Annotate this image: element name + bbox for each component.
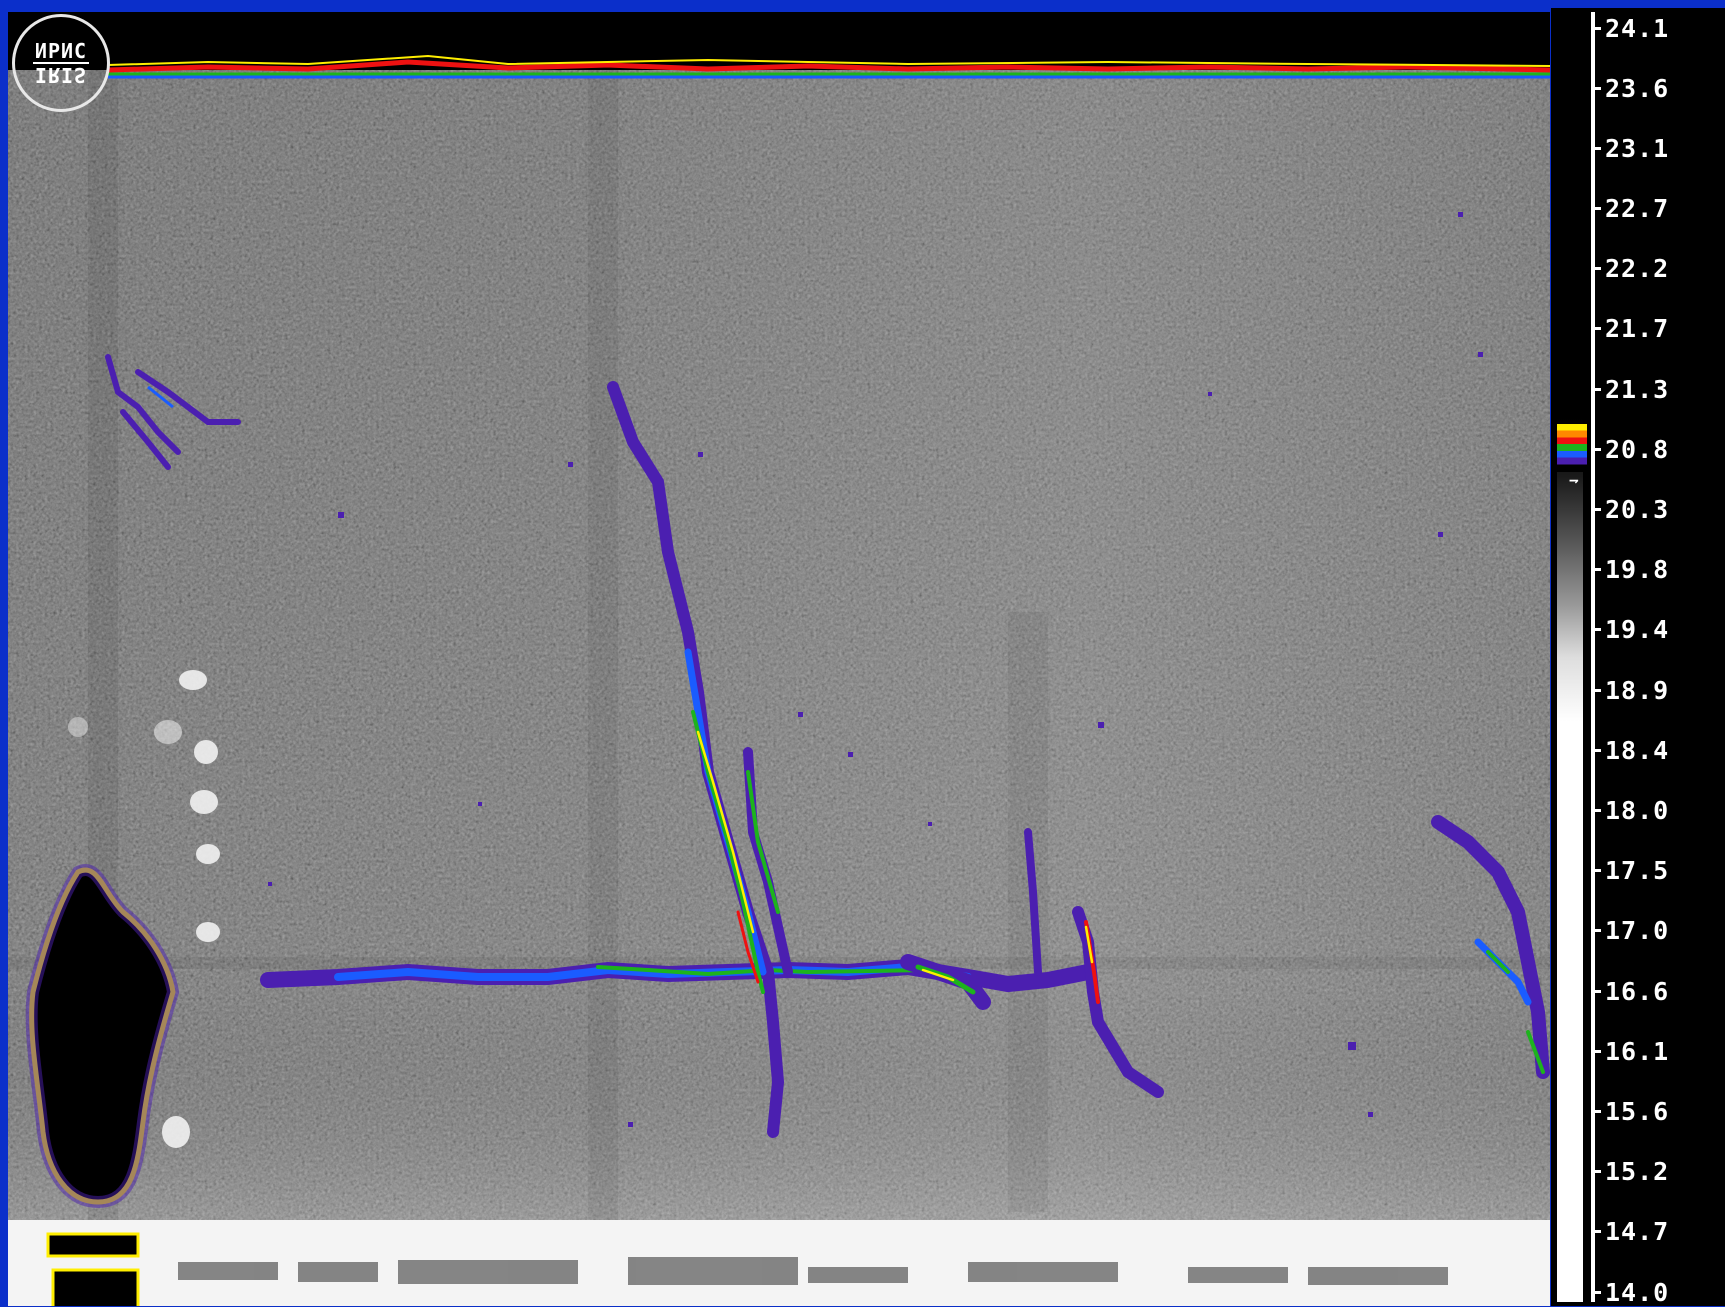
scale-tick-label: 23.6 <box>1605 73 1670 103</box>
scale-tick: 21.3 <box>1591 374 1669 404</box>
scale-tick-dash <box>1591 387 1601 391</box>
scale-tick: 21.7 <box>1591 314 1669 344</box>
scale-tick: 24.1 <box>1591 13 1669 43</box>
scale-tick-dash <box>1591 146 1601 150</box>
scale-tick: 14.7 <box>1591 1217 1669 1247</box>
scale-tick-label: 21.7 <box>1605 314 1670 344</box>
scale-tick-dash <box>1591 1230 1601 1234</box>
scale-tick: 19.8 <box>1591 555 1669 585</box>
scale-tick: 23.6 <box>1591 73 1669 103</box>
scale-tick-label: 15.2 <box>1605 1157 1670 1187</box>
scale-tick-dash <box>1591 568 1601 572</box>
scale-tick: 16.6 <box>1591 976 1669 1006</box>
scale-tick-dash <box>1591 1290 1601 1294</box>
scale-tick-label: 22.7 <box>1605 194 1670 224</box>
scale-tick-dash <box>1591 929 1601 933</box>
scale-tick-dash <box>1591 808 1601 812</box>
thermal-image-canvas <box>8 12 1550 1306</box>
scale-tick: 20.8 <box>1591 434 1669 464</box>
scale-tick-label: 17.5 <box>1605 856 1670 886</box>
logo-line-2: IRIS <box>34 63 88 87</box>
scale-tick-label: 24.1 <box>1605 13 1670 43</box>
threshold-arrow-icon[interactable]: ⇁ <box>1569 470 1579 489</box>
scale-tick-dash <box>1591 989 1601 993</box>
scale-tick: 18.0 <box>1591 795 1669 825</box>
scale-tick-dash <box>1591 447 1601 451</box>
scale-tick-label: 16.1 <box>1605 1036 1670 1066</box>
scale-tick-label: 20.3 <box>1605 495 1670 525</box>
scale-tick-label: 19.8 <box>1605 555 1670 585</box>
scale-tick: 19.4 <box>1591 615 1669 645</box>
scale-tick-dash <box>1591 748 1601 752</box>
scale-tick: 17.5 <box>1591 856 1669 886</box>
scale-tick-dash <box>1591 26 1601 30</box>
scale-tick-label: 23.1 <box>1605 133 1670 163</box>
thermal-image[interactable]: ИРИС IRIS <box>8 12 1550 1306</box>
logo-line-1: ИРИС <box>32 39 90 64</box>
scale-tick-dash <box>1591 869 1601 873</box>
scale-tick: 17.0 <box>1591 916 1669 946</box>
scale-tick-label: 18.9 <box>1605 675 1670 705</box>
scale-tick-dash <box>1591 86 1601 90</box>
scale-tick: 15.2 <box>1591 1157 1669 1187</box>
scale-tick: 15.6 <box>1591 1096 1669 1126</box>
scale-tick-label: 21.3 <box>1605 374 1670 404</box>
scale-tick-dash <box>1591 1170 1601 1174</box>
scale-tick: 16.1 <box>1591 1036 1669 1066</box>
scale-tick: 14.0 <box>1591 1277 1669 1307</box>
scale-tick: 22.7 <box>1591 194 1669 224</box>
scale-tick-label: 18.4 <box>1605 735 1670 765</box>
scale-tick-dash <box>1591 267 1601 271</box>
scale-tick: 18.9 <box>1591 675 1669 705</box>
scale-tick-dash <box>1591 508 1601 512</box>
scale-tick-label: 20.8 <box>1605 434 1670 464</box>
scale-tick-label: 18.0 <box>1605 795 1670 825</box>
threshold-palette-marker[interactable] <box>1557 424 1587 472</box>
scale-tick-dash <box>1591 1049 1601 1053</box>
scale-axis-line <box>1591 12 1595 1302</box>
scale-tick: 23.1 <box>1591 133 1669 163</box>
scale-tick-label: 19.4 <box>1605 615 1670 645</box>
scale-tick: 20.3 <box>1591 495 1669 525</box>
scale-tick-label: 17.0 <box>1605 916 1670 946</box>
scale-tick-dash <box>1591 628 1601 632</box>
temperature-scale-panel: ⇁ 24.1 23.6 23.1 22.7 22.2 21.7 21.3 20.8 20.3 19… <box>1551 8 1725 1307</box>
scale-tick-dash <box>1591 327 1601 331</box>
scale-tick-label: 14.7 <box>1605 1217 1670 1247</box>
scale-tick-label: 22.2 <box>1605 254 1670 284</box>
temperature-color-bar[interactable]: ⇁ <box>1557 12 1587 1302</box>
iris-logo: ИРИС IRIS <box>12 14 110 112</box>
scale-tick: 18.4 <box>1591 735 1669 765</box>
scale-tick-label: 15.6 <box>1605 1096 1670 1126</box>
scale-tick-label: 16.6 <box>1605 976 1670 1006</box>
scale-tick-label: 14.0 <box>1605 1277 1670 1307</box>
scale-tick: 22.2 <box>1591 254 1669 284</box>
scale-tick-dash <box>1591 207 1601 211</box>
scale-tick-dash <box>1591 688 1601 692</box>
scale-tick-dash <box>1591 1109 1601 1113</box>
